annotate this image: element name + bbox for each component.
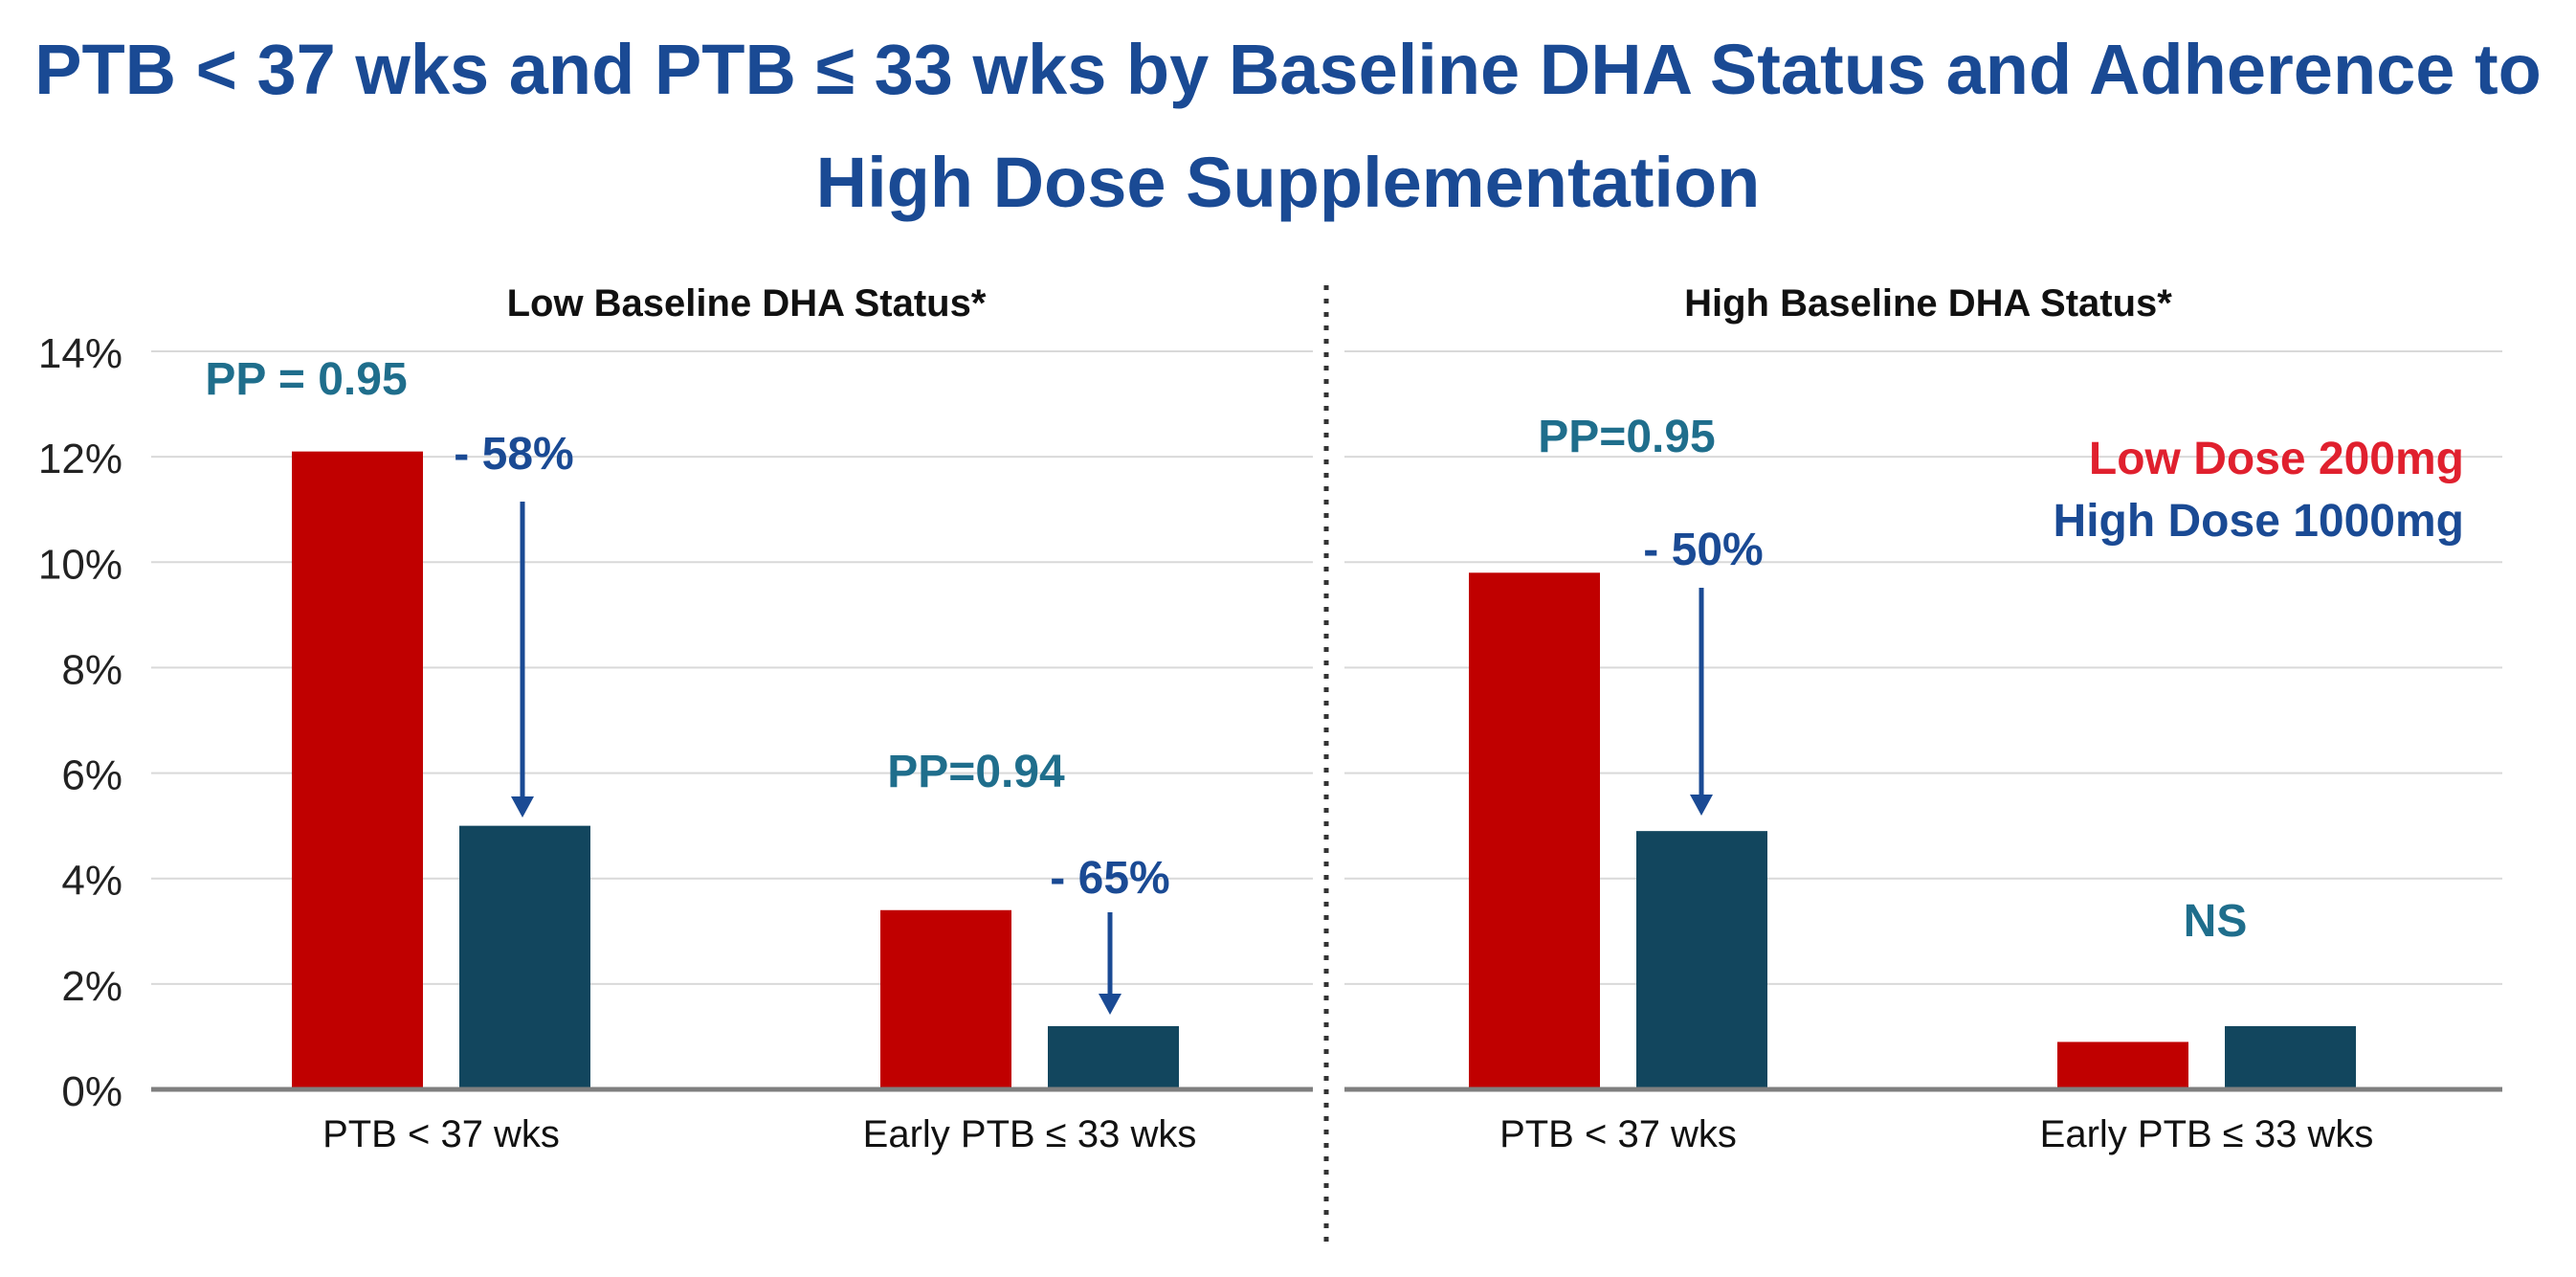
- y-tick-label-14: 14%: [38, 330, 122, 377]
- y-tick-label-8: 8%: [61, 646, 122, 693]
- bar-high-dose-0-1: [1048, 1025, 1179, 1089]
- y-tick-label-12: 12%: [38, 436, 122, 482]
- y-tick-label-0: 0%: [61, 1068, 122, 1115]
- chart-title-line-2: High Dose Supplementation: [815, 143, 1761, 222]
- bar-low-dose-1-1: [2057, 1042, 2188, 1089]
- y-tick-label-4: 4%: [61, 858, 122, 905]
- y-tick-label-6: 6%: [61, 752, 122, 799]
- bar-low-dose-0-1: [880, 909, 1011, 1089]
- panel-title-0: Low Baseline DHA Status*: [507, 282, 987, 325]
- bar-high-dose-0-0: [459, 825, 590, 1089]
- category-label-1-0: PTB < 37 wks: [1499, 1113, 1737, 1155]
- category-label-0-0: PTB < 37 wks: [322, 1113, 560, 1155]
- arrow-1-0-head: [1690, 795, 1713, 816]
- pp-label-1-0: PP=0.95: [1538, 412, 1715, 462]
- bar-low-dose-1-0: [1469, 572, 1600, 1089]
- chart-title-line-1: PTB < 37 wks and PTB ≤ 33 wks by Baselin…: [34, 30, 2542, 109]
- category-label-0-1: Early PTB ≤ 33 wks: [863, 1113, 1197, 1155]
- pp-label-0-1: PP=0.94: [887, 747, 1065, 797]
- change-label-0-1: - 65%: [1050, 853, 1169, 904]
- pp-label-0-0: PP = 0.95: [205, 354, 407, 405]
- legend-high-dose: High Dose 1000mg: [2054, 496, 2464, 547]
- chart-title: PTB < 37 wks and PTB ≤ 33 wks by Baselin…: [0, 13, 2576, 239]
- category-label-1-1: Early PTB ≤ 33 wks: [2040, 1113, 2374, 1155]
- change-label-1-0: - 50%: [1643, 525, 1763, 575]
- arrow-0-0-head: [511, 796, 534, 818]
- pp-label-1-1: NS: [2184, 896, 2248, 947]
- y-tick-label-2: 2%: [61, 963, 122, 1010]
- bar-low-dose-0-0: [292, 451, 423, 1089]
- bar-high-dose-1-0: [1636, 831, 1767, 1089]
- legend-low-dose: Low Dose 200mg: [2089, 434, 2464, 484]
- bar-high-dose-1-1: [2225, 1025, 2356, 1089]
- y-tick-label-10: 10%: [38, 541, 122, 588]
- change-label-0-0: - 58%: [454, 429, 573, 480]
- arrow-0-1-head: [1099, 994, 1121, 1015]
- panel-title-1: High Baseline DHA Status*: [1684, 282, 2172, 325]
